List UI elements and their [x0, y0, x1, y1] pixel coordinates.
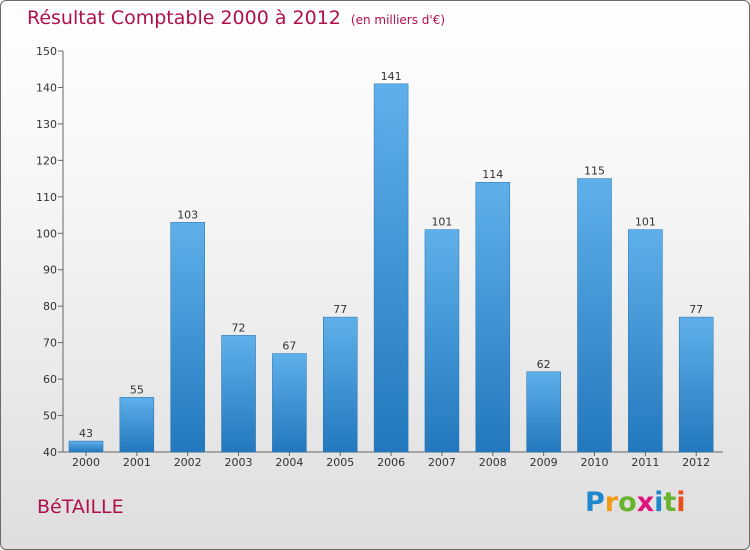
- x-tick-label: 2005: [326, 456, 354, 469]
- bar: [68, 440, 104, 453]
- x-axis: 2000 2001 2002 2003 2004 2005 2006 2007 2008 2009…: [63, 451, 723, 469]
- bar-value-label: 103: [177, 208, 198, 221]
- bar: [323, 316, 358, 453]
- bar: [373, 83, 409, 453]
- bar: [221, 335, 256, 453]
- bar-value-label: 77: [689, 303, 703, 316]
- chart-title-text: Résultat Comptable 2000 à 2012: [27, 7, 341, 29]
- bar: [678, 316, 714, 453]
- bar-value-label: 72: [232, 321, 246, 334]
- x-tick-label: 2002: [174, 456, 202, 469]
- bar-value-label: 62: [537, 358, 551, 371]
- bar: [475, 181, 511, 453]
- y-tick-label: 60: [43, 373, 57, 386]
- proxiti-logo[interactable]: Proxiti: [585, 487, 686, 518]
- y-tick-label: 110: [36, 191, 57, 204]
- bar-value-label: 141: [381, 70, 402, 83]
- y-tick-label: 130: [36, 118, 57, 131]
- bar-value-label: 101: [635, 216, 656, 229]
- bar-value-label: 55: [130, 383, 144, 396]
- x-tick-label: 2003: [225, 456, 253, 469]
- bar: [272, 353, 307, 453]
- x-tick-label: 2000: [72, 456, 100, 469]
- x-tick-label: 2009: [530, 456, 558, 469]
- y-tick-label: 100: [36, 227, 57, 240]
- chart-title: Résultat Comptable 2000 à 2012 (en millie…: [27, 7, 445, 29]
- y-tick-label: 120: [36, 154, 57, 167]
- x-tick-label: 2010: [581, 456, 609, 469]
- chart-subtitle: (en milliers d'€): [350, 13, 446, 27]
- bar-value-label: 101: [431, 216, 452, 229]
- bar-value-label: 43: [79, 427, 93, 440]
- y-tick-label: 50: [43, 410, 57, 423]
- x-tick-label: 2008: [479, 456, 507, 469]
- bar-value-label: 114: [482, 168, 503, 181]
- bar: [170, 222, 205, 453]
- y-tick-label: 150: [36, 45, 57, 58]
- commune-name: BéTAILLE: [37, 496, 124, 518]
- y-tick-label: 40: [43, 446, 57, 459]
- y-tick-label: 140: [36, 81, 57, 94]
- bar-value-label: 77: [333, 303, 347, 316]
- y-tick-label: 80: [43, 300, 57, 313]
- bar: [577, 178, 612, 453]
- bar: [526, 371, 561, 453]
- y-tick-label: 90: [43, 264, 57, 277]
- bar-series: 43 55 103 72 67 77 141 101 114 62 115 101 77: [68, 70, 714, 453]
- bar: [424, 229, 460, 453]
- x-tick-label: 2011: [631, 456, 659, 469]
- bar-value-label: 67: [282, 340, 296, 353]
- bar: [628, 229, 663, 453]
- bar: [119, 397, 155, 453]
- x-tick-label: 2007: [428, 456, 456, 469]
- x-tick-label: 2006: [377, 456, 405, 469]
- y-tick-label: 70: [43, 337, 57, 350]
- x-tick-label: 2001: [123, 456, 151, 469]
- x-tick-label: 2012: [682, 456, 710, 469]
- y-axis: 40 50 60 70 80 90 100 110 120 130 140 150: [36, 45, 64, 459]
- x-tick-label: 2004: [275, 456, 303, 469]
- bar-value-label: 115: [584, 165, 605, 178]
